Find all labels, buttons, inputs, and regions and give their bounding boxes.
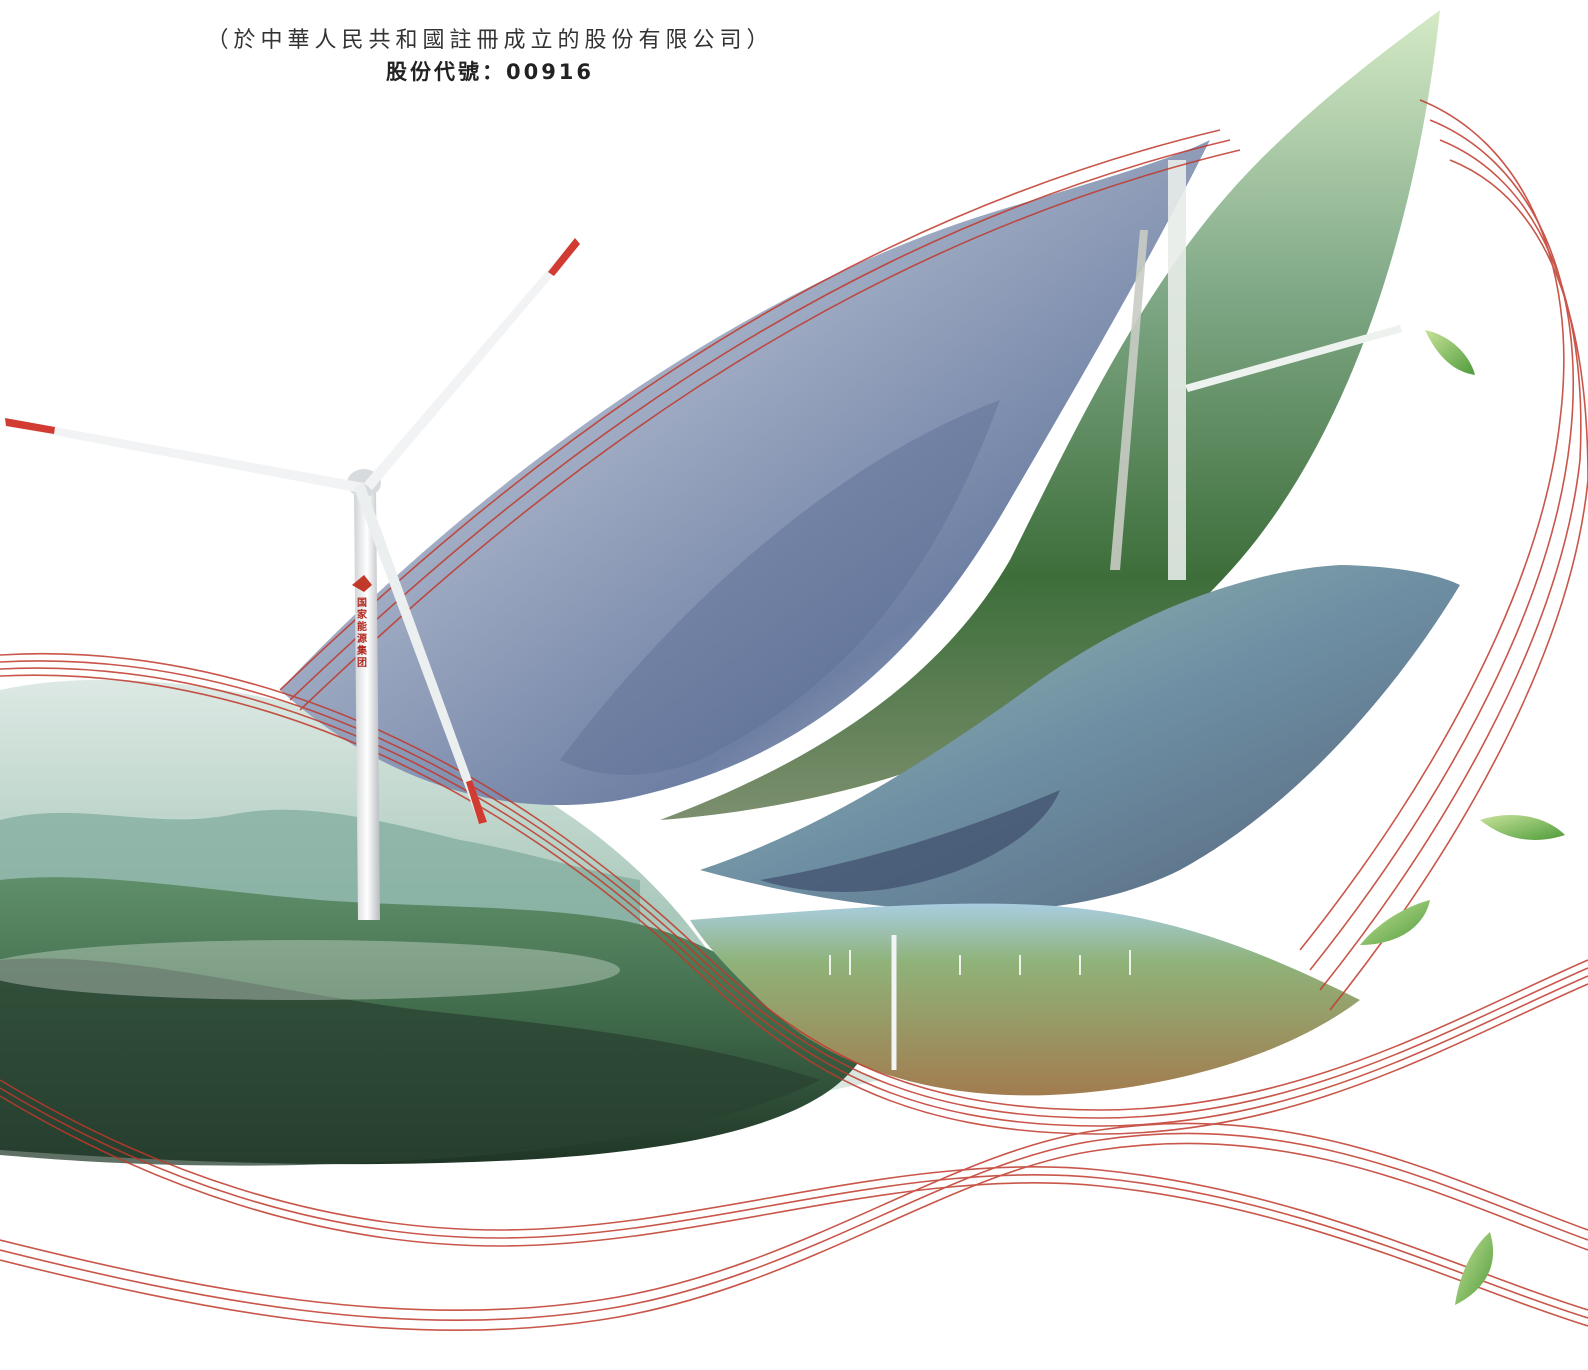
wind-farm-plain-photo [690,903,1360,1096]
stock-code: 股份代號：00916 [385,60,595,84]
red-flow-lines [0,99,1588,1332]
registration-note: （於中華人民共和國註冊成立的股份有限公司） [206,28,774,53]
leaf-icon [1360,900,1430,945]
floating-solar-photo [700,565,1460,912]
forest-turbine-photo [660,10,1440,820]
leaf-icon [1425,330,1475,375]
leaf-icon [1455,1232,1494,1305]
tower-logo-text: 国家能源集团 [357,598,367,669]
solar-panel-field [280,140,1210,806]
leaf-icon [1480,815,1565,840]
mountain-landscape [0,679,880,1166]
wind-turbine-icon [5,238,580,920]
